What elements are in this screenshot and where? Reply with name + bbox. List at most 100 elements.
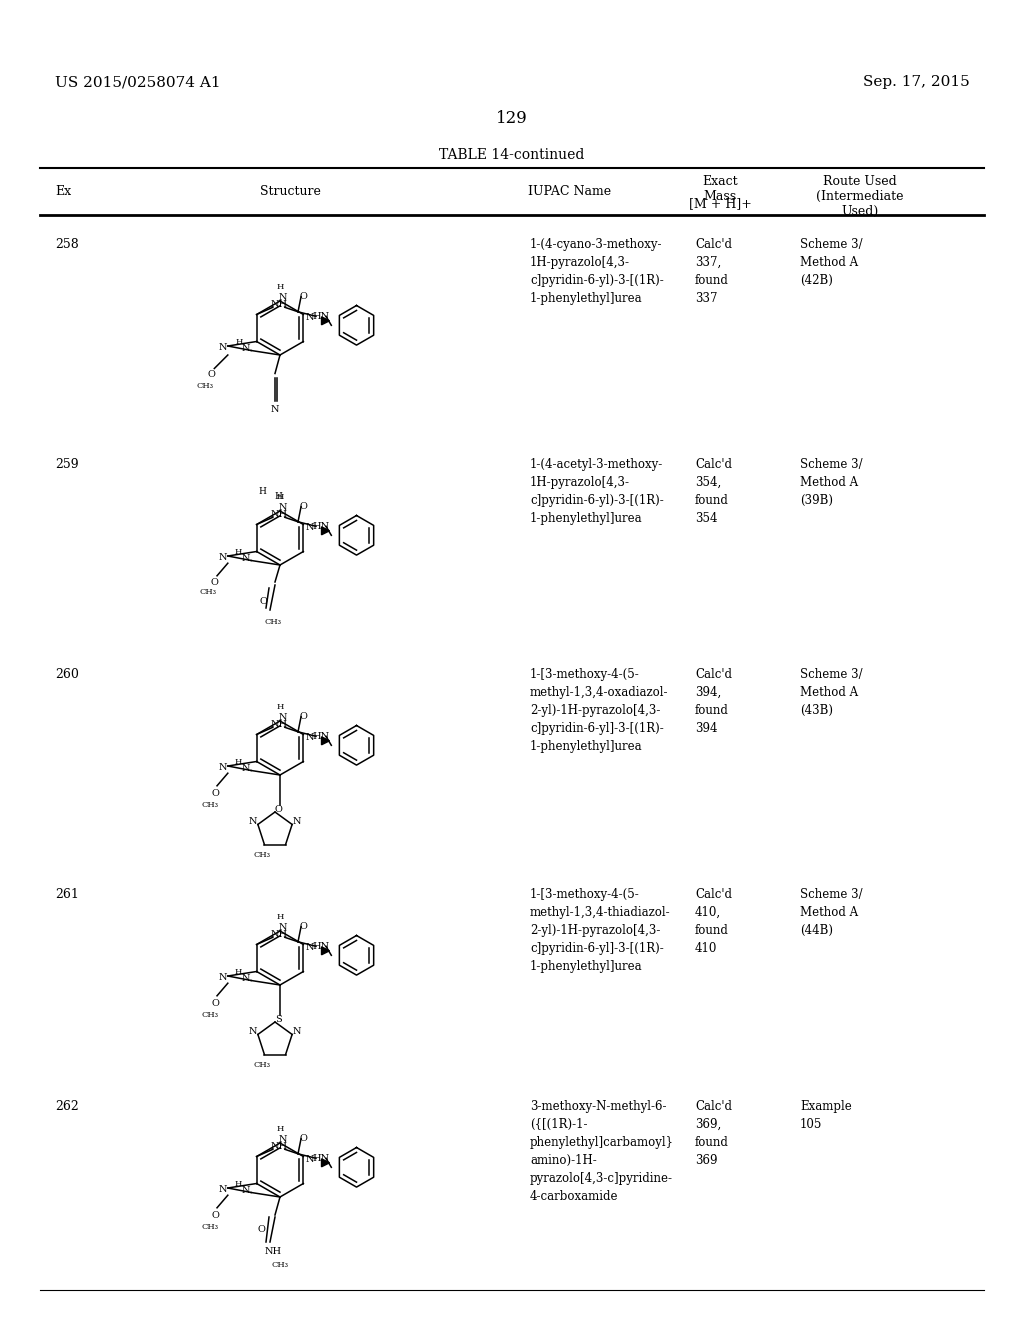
Text: H: H: [274, 492, 282, 502]
Text: Example
105: Example 105: [800, 1100, 852, 1131]
Text: Route Used
(Intermediate
Used): Route Used (Intermediate Used): [816, 176, 904, 218]
Text: O: O: [299, 713, 307, 721]
Text: Scheme 3/
Method A
(39B): Scheme 3/ Method A (39B): [800, 458, 862, 507]
Text: Scheme 3/
Method A
(43B): Scheme 3/ Method A (43B): [800, 668, 862, 717]
Text: N: N: [218, 553, 227, 562]
Text: HN: HN: [312, 521, 330, 531]
Text: US 2015/0258074 A1: US 2015/0258074 A1: [55, 75, 220, 88]
Text: Exact
Mass: Exact Mass: [702, 176, 738, 203]
Text: HN: HN: [312, 312, 330, 321]
Text: 260: 260: [55, 668, 79, 681]
Text: CH₃: CH₃: [202, 1011, 218, 1019]
Text: 262: 262: [55, 1100, 79, 1113]
Text: TABLE 14-continued: TABLE 14-continued: [439, 148, 585, 162]
Text: Structure: Structure: [259, 185, 321, 198]
Text: H: H: [258, 487, 266, 495]
Text: H: H: [276, 913, 284, 921]
Polygon shape: [322, 1159, 330, 1167]
Text: N: N: [218, 1185, 227, 1195]
Text: H: H: [234, 758, 242, 766]
Text: H: H: [234, 548, 242, 556]
Text: Calc'd
394,
found
394: Calc'd 394, found 394: [695, 668, 732, 735]
Text: CH₃: CH₃: [202, 1222, 218, 1230]
Polygon shape: [322, 527, 330, 535]
Text: H: H: [234, 968, 242, 975]
Text: Calc'd
337,
found
337: Calc'd 337, found 337: [695, 238, 732, 305]
Text: O: O: [211, 788, 219, 797]
Text: IUPAC Name: IUPAC Name: [528, 185, 611, 198]
Text: O: O: [208, 371, 216, 379]
Text: [M + H]+: [M + H]+: [688, 197, 752, 210]
Text: 1-[3-methoxy-4-(5-
methyl-1,3,4-oxadiazol-
2-yl)-1H-pyrazolo[4,3-
c]pyridin-6-yl: 1-[3-methoxy-4-(5- methyl-1,3,4-oxadiazo…: [530, 668, 669, 752]
Text: H: H: [234, 1180, 242, 1188]
Text: N: N: [279, 293, 288, 302]
Text: HN: HN: [312, 731, 330, 741]
Text: Ex: Ex: [55, 185, 71, 198]
Text: CH₃: CH₃: [200, 587, 216, 597]
Text: N: N: [242, 345, 251, 352]
Text: O: O: [274, 804, 282, 813]
Text: NH: NH: [270, 510, 288, 519]
Text: N: N: [242, 764, 251, 774]
Text: N: N: [293, 817, 301, 826]
Text: N: N: [242, 974, 251, 983]
Text: CH₃: CH₃: [197, 381, 214, 389]
Text: Calc'd
354,
found
354: Calc'd 354, found 354: [695, 458, 732, 525]
Text: Scheme 3/
Method A
(44B): Scheme 3/ Method A (44B): [800, 888, 862, 937]
Text: 1-(4-acetyl-3-methoxy-
1H-pyrazolo[4,3-
c]pyridin-6-yl)-3-[(1R)-
1-phenylethyl]u: 1-(4-acetyl-3-methoxy- 1H-pyrazolo[4,3- …: [530, 458, 664, 525]
Text: NH: NH: [264, 1247, 282, 1257]
Text: N: N: [305, 313, 313, 322]
Text: N: N: [279, 503, 288, 512]
Text: NH: NH: [270, 719, 288, 729]
Text: H: H: [276, 282, 284, 290]
Text: O: O: [299, 292, 307, 301]
Text: N: N: [279, 1135, 288, 1144]
Text: 129: 129: [496, 110, 528, 127]
Text: Calc'd
369,
found
369: Calc'd 369, found 369: [695, 1100, 732, 1167]
Text: O: O: [210, 578, 218, 586]
Text: N: N: [242, 554, 251, 564]
Polygon shape: [322, 737, 330, 744]
Text: NH: NH: [270, 300, 288, 309]
Text: O: O: [299, 503, 307, 511]
Text: O: O: [211, 998, 219, 1007]
Text: CH₃: CH₃: [254, 1060, 271, 1069]
Text: N: N: [305, 1155, 313, 1164]
Text: N: N: [249, 1027, 257, 1036]
Text: N: N: [270, 405, 280, 414]
Text: H: H: [236, 338, 243, 346]
Text: N: N: [305, 942, 313, 952]
Text: Sep. 17, 2015: Sep. 17, 2015: [863, 75, 970, 88]
Text: 1-(4-cyano-3-methoxy-
1H-pyrazolo[4,3-
c]pyridin-6-yl)-3-[(1R)-
1-phenylethyl]ur: 1-(4-cyano-3-methoxy- 1H-pyrazolo[4,3- c…: [530, 238, 664, 305]
Text: H: H: [276, 1125, 284, 1133]
Text: N: N: [218, 763, 227, 772]
Text: NH: NH: [270, 929, 288, 939]
Text: 258: 258: [55, 238, 79, 251]
Text: CH₃: CH₃: [264, 618, 282, 626]
Text: HN: HN: [312, 1154, 330, 1163]
Text: 261: 261: [55, 888, 79, 902]
Polygon shape: [322, 946, 330, 954]
Text: Calc'd
410,
found
410: Calc'd 410, found 410: [695, 888, 732, 954]
Text: 1-[3-methoxy-4-(5-
methyl-1,3,4-thiadiazol-
2-yl)-1H-pyrazolo[4,3-
c]pyridin-6-y: 1-[3-methoxy-4-(5- methyl-1,3,4-thiadiaz…: [530, 888, 671, 973]
Text: H: H: [276, 492, 284, 502]
Text: N: N: [242, 1185, 251, 1195]
Text: HN: HN: [312, 941, 330, 950]
Text: 3-methoxy-N-methyl-6-
({[(1R)-1-
phenylethyl]carbamoyl}
amino)-1H-
pyrazolo[4,3-: 3-methoxy-N-methyl-6- ({[(1R)-1- phenyle…: [530, 1100, 674, 1203]
Text: N: N: [305, 523, 313, 532]
Text: N: N: [249, 817, 257, 826]
Text: O: O: [211, 1210, 219, 1220]
Text: 259: 259: [55, 458, 79, 471]
Text: Scheme 3/
Method A
(42B): Scheme 3/ Method A (42B): [800, 238, 862, 286]
Text: O: O: [299, 923, 307, 932]
Text: N: N: [218, 974, 227, 982]
Text: CH₃: CH₃: [202, 801, 218, 809]
Text: N: N: [293, 1027, 301, 1036]
Text: N: N: [279, 924, 288, 932]
Text: N: N: [279, 714, 288, 722]
Text: CH₃: CH₃: [254, 850, 271, 858]
Text: H: H: [276, 704, 284, 711]
Polygon shape: [322, 317, 330, 325]
Text: O: O: [259, 598, 267, 606]
Text: O: O: [299, 1134, 307, 1143]
